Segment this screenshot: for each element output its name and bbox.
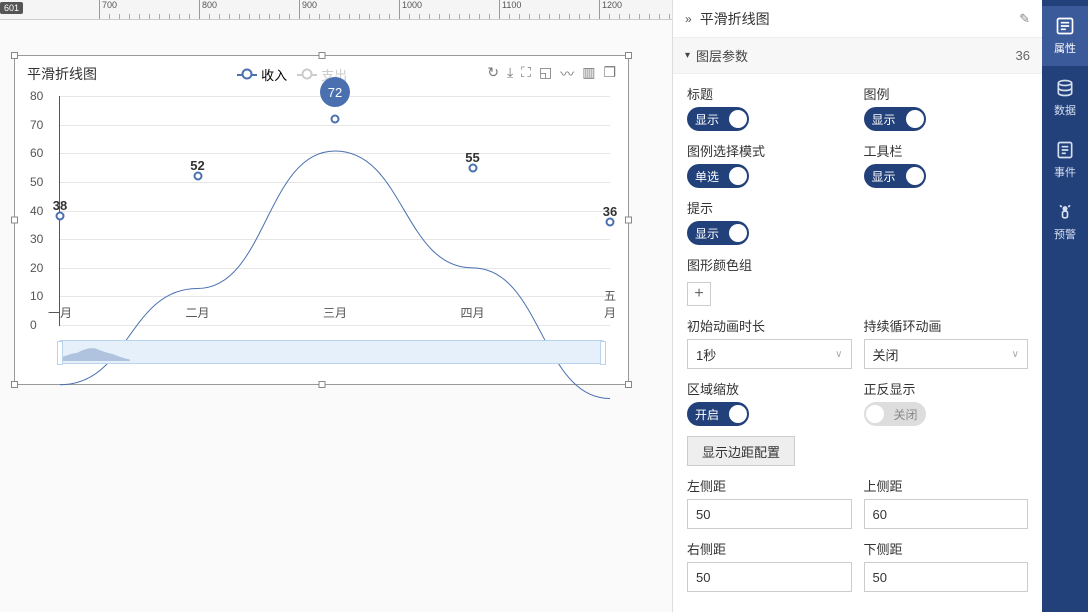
section-layer-params[interactable]: ▾ 图层参数 36 <box>673 38 1042 74</box>
tab-label: 事件 <box>1054 164 1076 180</box>
toggle-zoom[interactable]: 开启 <box>687 402 749 426</box>
label-margin-right: 右侧距 <box>687 539 852 558</box>
tab-props[interactable]: 属性 <box>1042 6 1088 66</box>
label-flip: 正反显示 <box>864 379 1029 398</box>
resize-handle-se[interactable] <box>625 381 632 388</box>
panel-title: 平滑折线图 <box>700 9 1011 29</box>
legend-marker-icon <box>297 69 317 79</box>
toggle-legend-mode[interactable]: 单选 <box>687 164 749 188</box>
bar-mode-icon[interactable]: ▥ <box>582 64 595 84</box>
zoom-reset-icon[interactable]: ◱ <box>539 64 552 84</box>
margin-config-button[interactable]: 显示边距配置 <box>687 436 795 466</box>
chevron-down-icon: ∨ <box>1012 349 1019 360</box>
label-color-group: 图形颜色组 <box>687 255 852 274</box>
toggle-legend[interactable]: 显示 <box>864 107 926 131</box>
label-zoom: 区域缩放 <box>687 379 852 398</box>
input-margin-bottom[interactable] <box>864 562 1029 592</box>
tooltip-bubble: 72 <box>320 77 350 107</box>
legend-item-income[interactable]: 收入 <box>237 65 287 84</box>
label-legend-mode: 图例选择模式 <box>687 141 852 160</box>
label-margin-top: 上侧距 <box>864 476 1029 495</box>
x-axis-label: 一月 <box>48 304 72 321</box>
tab-label: 数据 <box>1054 102 1076 118</box>
form-body: 标题 显示 图例 显示 图例选择模式 单选 工具栏 显示 提示 显示 <box>673 74 1042 612</box>
chart-toolbar: ↻ ⤓ ⛶ ◱ 〰 ▥ ❒ <box>487 64 616 84</box>
legend-group: 收入 支出 <box>97 65 487 84</box>
data-label: 36 <box>603 204 617 219</box>
input-margin-top[interactable] <box>864 499 1029 529</box>
tab-alerts[interactable]: 预警 <box>1042 192 1088 252</box>
data-zoom-slider[interactable] <box>59 340 604 364</box>
resize-handle-n[interactable] <box>318 52 325 59</box>
ruler-horizontal: 601 7008009001000110012001300 <box>0 0 672 20</box>
collapse-icon[interactable]: » <box>685 12 692 26</box>
canvas-body[interactable]: 平滑折线图 收入 支出 ↻ ⤓ ⛶ ◱ 〰 <box>0 20 672 612</box>
stack-mode-icon[interactable]: ❒ <box>603 64 616 84</box>
resize-handle-e[interactable] <box>625 217 632 224</box>
caret-down-icon: ▾ <box>685 50 690 61</box>
resize-handle-nw[interactable] <box>11 52 18 59</box>
label-title: 标题 <box>687 84 852 103</box>
label-anim-init: 初始动画时长 <box>687 316 852 335</box>
data-label: 55 <box>465 150 479 165</box>
x-axis-label: 四月 <box>460 304 484 321</box>
zoom-handle-right[interactable] <box>600 341 606 365</box>
tab-data[interactable]: 数据 <box>1042 68 1088 128</box>
download-icon[interactable]: ⤓ <box>507 64 513 84</box>
refresh-icon[interactable]: ↻ <box>487 64 499 84</box>
legend-label: 收入 <box>261 65 287 84</box>
toggle-toolbar[interactable]: 显示 <box>864 164 926 188</box>
label-margin-bottom: 下侧距 <box>864 539 1029 558</box>
x-axis-label: 三月 <box>323 304 347 321</box>
resize-handle-ne[interactable] <box>625 52 632 59</box>
events-icon <box>1055 140 1075 160</box>
select-anim-loop[interactable]: 关闭∨ <box>864 339 1029 369</box>
tab-label: 属性 <box>1054 40 1076 56</box>
line-mode-icon[interactable]: 〰 <box>560 64 574 84</box>
data-icon <box>1055 78 1075 98</box>
tab-events[interactable]: 事件 <box>1042 130 1088 190</box>
toggle-flip[interactable]: 关闭 <box>864 402 926 426</box>
edit-title-icon[interactable]: ✎ <box>1019 11 1030 27</box>
data-point[interactable] <box>331 114 340 123</box>
plot-area: 010203040506070803852725536一月二月三月四月五月 <box>59 96 610 326</box>
chart-widget[interactable]: 平滑折线图 收入 支出 ↻ ⤓ ⛶ ◱ 〰 <box>14 55 629 385</box>
zoom-handle-left[interactable] <box>57 341 63 365</box>
toggle-tooltip[interactable]: 显示 <box>687 221 749 245</box>
label-toolbar: 工具栏 <box>864 141 1029 160</box>
resize-handle-w[interactable] <box>11 217 18 224</box>
chevron-down-icon: ∨ <box>835 349 842 360</box>
label-anim-loop: 持续循环动画 <box>864 316 1029 335</box>
select-anim-init[interactable]: 1秒∨ <box>687 339 852 369</box>
toggle-title[interactable]: 显示 <box>687 107 749 131</box>
side-tabs: 属性 数据 事件 预警 <box>1042 0 1088 612</box>
alerts-icon <box>1055 202 1075 222</box>
section-title: 图层参数 <box>696 46 748 65</box>
zoom-in-icon[interactable]: ⛶ <box>521 64 531 84</box>
property-panel: » 平滑折线图 ✎ ▾ 图层参数 36 标题 显示 图例 显示 图例选择模式 单… <box>672 0 1042 612</box>
x-axis-label: 二月 <box>185 304 209 321</box>
data-label: 38 <box>53 198 67 213</box>
input-margin-left[interactable] <box>687 499 852 529</box>
label-tooltip: 提示 <box>687 198 852 217</box>
resize-handle-sw[interactable] <box>11 381 18 388</box>
data-label: 52 <box>190 158 204 173</box>
chart-title: 平滑折线图 <box>27 64 97 84</box>
label-margin-left: 左侧距 <box>687 476 852 495</box>
section-count: 36 <box>1016 48 1030 63</box>
x-axis-label: 五月 <box>604 287 616 321</box>
input-margin-right[interactable] <box>687 562 852 592</box>
properties-icon <box>1055 16 1075 36</box>
panel-header: » 平滑折线图 ✎ <box>673 0 1042 38</box>
canvas-area: 601 7008009001000110012001300 平滑折线图 收入 <box>0 0 672 612</box>
label-legend: 图例 <box>864 84 1029 103</box>
legend-marker-icon <box>237 69 257 79</box>
tab-label: 预警 <box>1054 226 1076 242</box>
ruler-position-badge: 601 <box>0 2 23 14</box>
add-color-button[interactable]: + <box>687 282 711 306</box>
